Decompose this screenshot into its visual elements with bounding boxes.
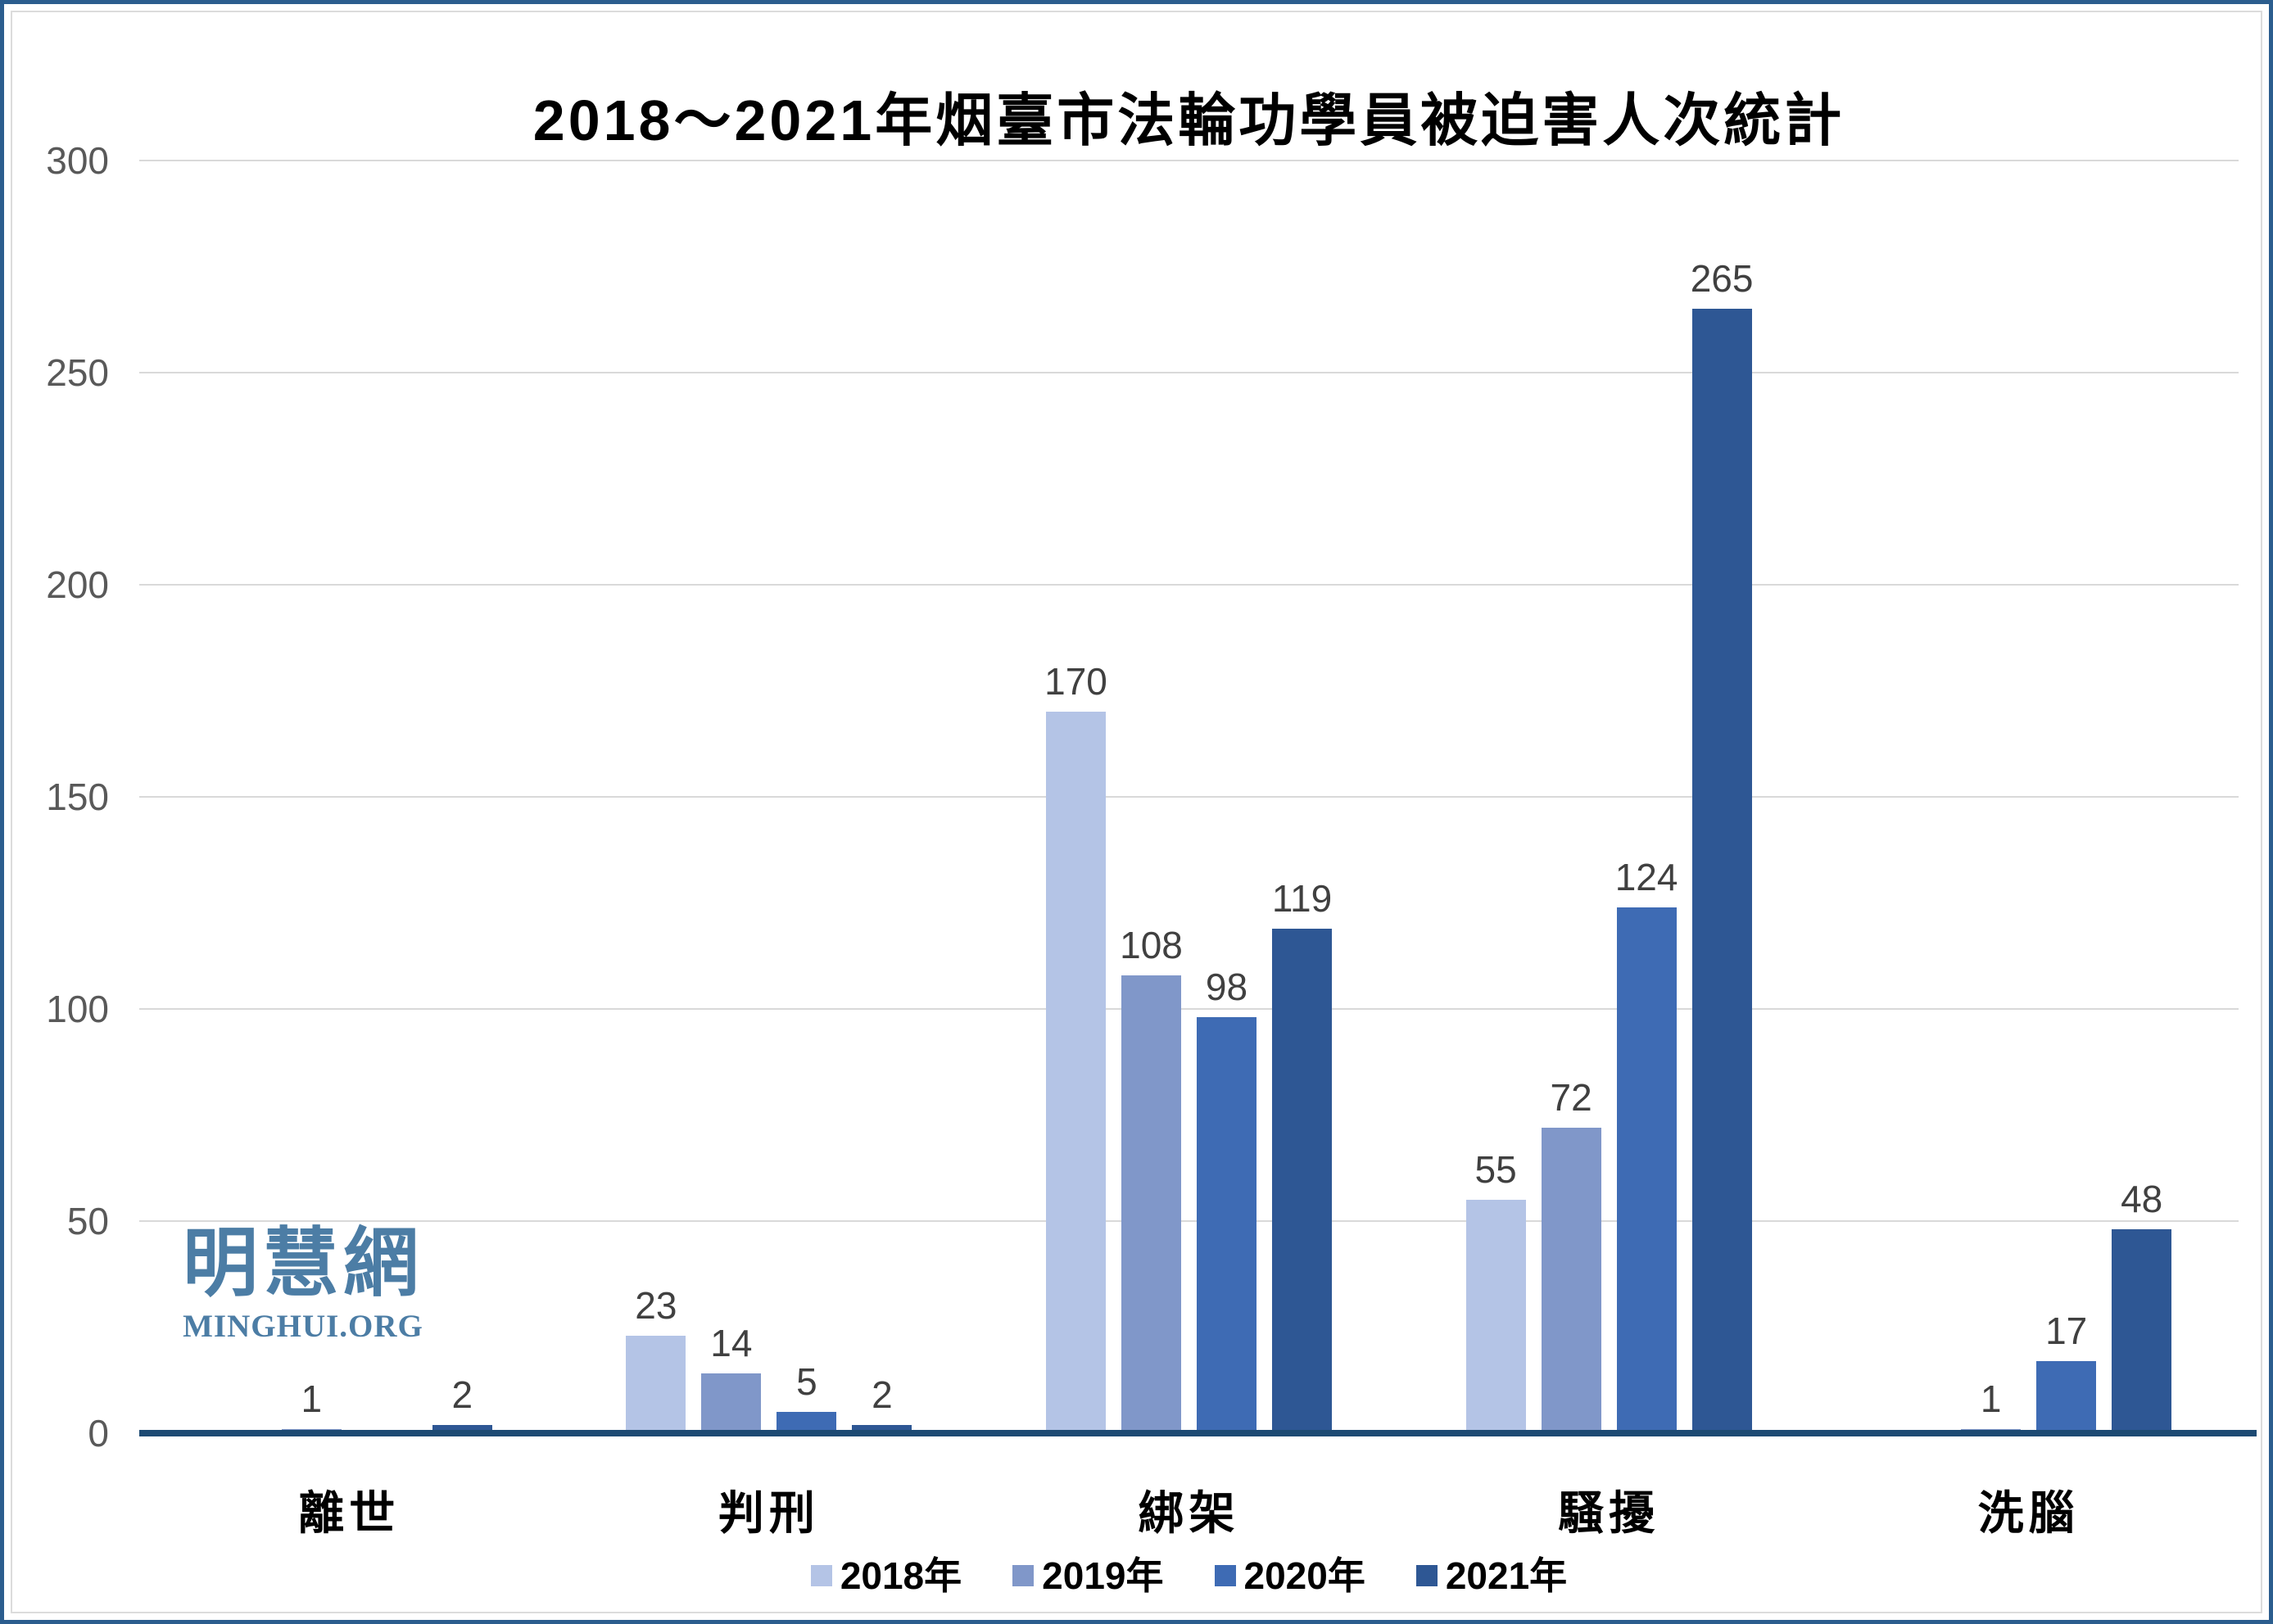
bar-2020年-綁架 [1196,1017,1256,1433]
x-axis-line [139,1430,2257,1436]
legend-label-2021年: 2021年 [1445,1554,1568,1597]
bar-2019年-綁架 [1121,975,1181,1433]
bar-value-label: 265 [1690,257,1754,300]
bar-value-label: 108 [1120,924,1183,966]
gridline-200 [139,584,2239,586]
bar-value-label: 119 [1271,877,1333,920]
legend-label-2019年: 2019年 [1042,1554,1164,1597]
legend-label-2018年: 2018年 [840,1554,962,1597]
legend-swatch-2021年 [1415,1565,1438,1586]
y-axis-tick-label-100: 100 [46,988,109,1030]
legend-label-2020年: 2020年 [1243,1554,1365,1597]
bar-2021年-綁架 [1271,929,1332,1433]
bar-value-label: 98 [1205,966,1248,1008]
bar-slot: 119 [1271,880,1332,1433]
bar-value-label: 72 [1550,1076,1592,1119]
bar-slot: 170 [1044,663,1107,1433]
bar-slot: 48 [2112,1180,2172,1433]
bar-2020年-洗腦 [2036,1361,2097,1433]
legend-swatch-2020年 [1214,1565,1236,1586]
category-label-騷擾: 騷擾 [1558,1487,1660,1539]
category-label-洗腦: 洗腦 [1977,1487,2080,1539]
bar-slot: 14 [701,1324,762,1433]
bar-value-label: 170 [1044,660,1107,703]
bar-value-label: 23 [635,1284,677,1327]
bar-slot: 124 [1615,858,1678,1433]
bar-slot: 98 [1196,968,1256,1433]
bar-value-label: 2 [451,1373,473,1416]
bar-slot: 2 [432,1376,492,1433]
minghui-logo-cjk: 明慧網 [182,1222,423,1305]
gridline-50 [139,1220,2239,1222]
chart-title: 2018～2021年烟臺市法輪功學員被迫害人次統計 [532,88,1845,152]
bar-slot: 265 [1691,260,1753,1433]
y-axis-tick-label-200: 200 [46,563,109,606]
y-axis-tick-label-150: 150 [46,776,109,818]
legend-swatch-2019年 [1012,1565,1035,1586]
y-axis-tick-label-250: 250 [46,351,109,394]
gridline-150 [139,796,2239,798]
y-axis-tick-label-50: 50 [66,1200,109,1242]
category-label-綁架: 綁架 [1138,1487,1240,1539]
bar-value-label: 48 [2121,1178,2163,1220]
bar-group-2: 23 14 5 2 [559,161,980,1433]
bar-2021年-洗腦 [2112,1229,2172,1433]
minghui-watermark: 明慧網 MINGHUI.ORG [168,1226,438,1345]
bar-value-label: 1 [301,1377,323,1420]
bar-value-label: 17 [2045,1310,2088,1352]
bar-2020年-判刑 [777,1412,837,1433]
bar-slot: 55 [1465,1151,1526,1433]
legend-item-2020年: 2020年 [1214,1554,1365,1597]
bar-value-label: 124 [1614,856,1678,898]
gridline-250 [139,372,2239,373]
bar-2020年-騷擾 [1616,907,1677,1433]
category-label-離世: 離世 [298,1487,401,1539]
legend-item-2018年: 2018年 [810,1554,962,1597]
bar-value-label: 1 [1980,1377,2002,1420]
chart-legend: 2018年 2019年 2020年 2021年 [139,1557,2239,1595]
bar-slot: 17 [2036,1312,2097,1433]
bar-2021年-騷擾 [1691,309,1752,1433]
legend-item-2019年: 2019年 [1012,1554,1164,1597]
bar-slot: 23 [626,1287,686,1433]
bar-2018年-綁架 [1045,712,1106,1433]
bar-2019年-騷擾 [1541,1128,1601,1433]
bar-2021年-離世 [432,1425,492,1433]
bar-value-label: 5 [796,1360,817,1403]
minghui-logo-latin: MINGHUI.ORG [183,1309,423,1344]
bar-slot: 2 [852,1376,912,1433]
bar-slot: 5 [777,1363,837,1433]
category-axis-labels: 離世 判刑 綁架 騷擾 洗腦 [139,1477,2239,1543]
legend-swatch-2018年 [810,1565,832,1586]
bar-group-4: 55 72 124 265 [1399,161,1819,1433]
bar-2019年-判刑 [701,1373,762,1433]
y-axis-tick-label-300: 300 [46,139,109,182]
gridline-100 [139,1008,2239,1010]
bar-2018年-騷擾 [1465,1200,1526,1433]
bar-slot: 72 [1541,1079,1601,1433]
bar-value-label: 2 [872,1373,893,1416]
category-label-判刑: 判刑 [718,1487,820,1539]
y-axis-tick-label-0: 0 [88,1412,109,1454]
bar-group-3: 170 108 98 119 [979,161,1399,1433]
bar-2021年-判刑 [852,1425,912,1433]
bar-value-label: 14 [710,1322,753,1364]
bar-value-label: 55 [1474,1148,1517,1191]
bar-groups: 1 2 23 14 5 2 170 108 98 119 55 72 124 265 1 17 48 [139,161,2239,1433]
bar-2018年-判刑 [626,1336,686,1433]
legend-item-2021年: 2021年 [1415,1554,1568,1597]
bar-slot: 108 [1120,926,1183,1433]
bar-group-5: 1 17 48 [1818,161,2239,1433]
gridline-300 [139,160,2239,161]
